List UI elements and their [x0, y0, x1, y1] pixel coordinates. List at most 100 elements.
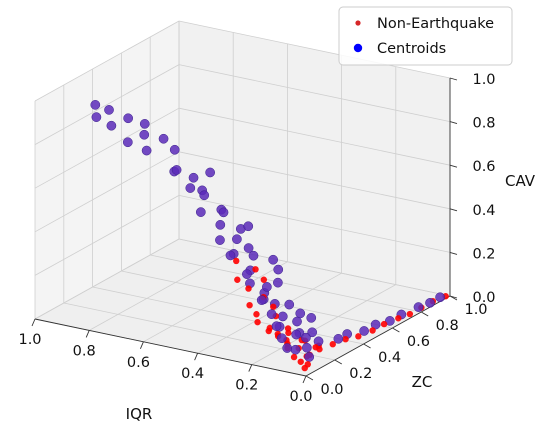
centroid-point: [276, 333, 287, 344]
y-tick-label: 0.6: [407, 334, 430, 350]
non-earthquake-point: [380, 320, 388, 328]
grid-wall-right-cav: [178, 20, 451, 79]
centroid-point: [248, 250, 259, 261]
non-earthquake-point: [355, 333, 362, 340]
x-tick-mark: [85, 330, 90, 338]
non-earthquake-point: [246, 302, 253, 309]
centroid-point: [273, 264, 284, 275]
legend-marker-non-earthquake: [355, 20, 361, 26]
centroid-point: [141, 145, 152, 156]
non-earthquake-point: [260, 276, 268, 283]
centroid-point: [215, 219, 226, 230]
x-axis-label: IQR: [126, 405, 153, 423]
non-earthquake-point: [245, 285, 252, 292]
grid-wall-left-cav: [34, 64, 180, 145]
z-tick-label: 1.0: [472, 72, 495, 88]
z-tick-label: 0.2: [472, 246, 495, 262]
centroid-point: [359, 326, 369, 336]
non-earthquake-point: [284, 325, 292, 332]
centroid-point: [262, 282, 272, 292]
axis-edges: [34, 78, 451, 377]
centroid-point: [169, 144, 180, 155]
x-tick-mark: [31, 318, 36, 327]
y-tick-label: 0.2: [349, 366, 372, 382]
y-tick-mark: [305, 375, 314, 381]
centroid-point: [91, 112, 102, 122]
centroid-point: [215, 235, 225, 245]
centroid-point: [90, 100, 101, 110]
centroid-point: [232, 234, 242, 245]
centroid-point: [139, 129, 150, 140]
z-tick-mark: [449, 164, 458, 168]
non-earthquake-point: [253, 311, 260, 318]
z-tick-mark: [449, 251, 458, 255]
legend-marker-centroids: [353, 43, 363, 53]
z-tick-label: 0.4: [472, 203, 495, 219]
non-earthquake-point: [266, 324, 274, 332]
centroid-point: [306, 313, 317, 323]
centroid-point: [282, 343, 293, 353]
x-tick-label: 1.0: [18, 332, 41, 348]
grid-floor-zc: [92, 286, 364, 345]
z-tick-label: 0.8: [472, 116, 495, 132]
centroid-point: [307, 327, 318, 338]
centroid-point: [291, 329, 302, 340]
z-tick-mark: [449, 208, 458, 212]
y-axis-label: ZC: [412, 373, 433, 391]
legend-label-centroids: Centroids: [377, 41, 446, 57]
data-points: [90, 100, 449, 372]
x-tick-label: 0.2: [235, 378, 258, 394]
grid-wall-left-cav: [34, 151, 180, 233]
legend-box: [338, 6, 513, 66]
non-earthquake-point: [406, 310, 414, 318]
y-tick-mark: [420, 311, 429, 317]
y-tick-mark: [449, 295, 458, 301]
z-tick-mark: [449, 77, 458, 81]
z-axis-label: CAV: [505, 172, 536, 190]
centroid-point: [333, 333, 344, 344]
grid-floor-iqr: [89, 250, 234, 331]
non-earthquake-point: [369, 327, 376, 334]
pane-back-left: [35, 21, 179, 319]
centroid-point: [273, 277, 283, 288]
centroid-point: [106, 120, 117, 131]
grid-wall-right-cav: [178, 195, 451, 253]
non-earthquake-point: [252, 266, 259, 273]
grid-wall-left-cav: [34, 20, 180, 102]
centroid-point: [290, 344, 301, 355]
non-earthquake-point: [234, 276, 241, 283]
y-tick-label: 0.4: [378, 350, 401, 366]
x-tick-label: 0.8: [73, 343, 96, 359]
non-earthquake-point: [342, 335, 349, 343]
centroid-point: [122, 137, 133, 148]
legend-label-non-earthquake: Non-Earthquake: [377, 16, 494, 32]
centroid-point: [425, 298, 435, 308]
x-tick-mark: [139, 341, 144, 349]
y-tick-mark: [392, 327, 400, 333]
centroid-point: [243, 243, 254, 253]
grid-floor-iqr: [251, 284, 396, 365]
centroid-point: [266, 309, 277, 319]
y-axis-line: [305, 295, 451, 377]
non-earthquake-point: [316, 346, 323, 353]
centroid-point: [242, 269, 252, 279]
centroid-point: [171, 165, 182, 175]
centroid-point: [205, 167, 215, 178]
x-tick-mark: [194, 353, 199, 361]
centroid-point: [413, 302, 424, 312]
non-earthquake-point: [301, 364, 308, 372]
y-tick-label: 0.0: [320, 382, 343, 398]
x-tick-label: 0.4: [181, 366, 204, 382]
centroid-point: [435, 292, 445, 303]
centroid-point: [284, 299, 295, 310]
z-tick-mark: [449, 121, 458, 125]
x-tick-label: 0.6: [127, 355, 150, 371]
centroid-point: [123, 113, 134, 124]
grid-floor-iqr: [143, 261, 288, 343]
x-tick-mark: [248, 364, 253, 372]
grid-floor-zc: [121, 270, 393, 329]
grid-wall-right-cav: [178, 151, 451, 210]
grid-floor-zc: [150, 254, 422, 313]
centroid-point: [256, 295, 267, 305]
